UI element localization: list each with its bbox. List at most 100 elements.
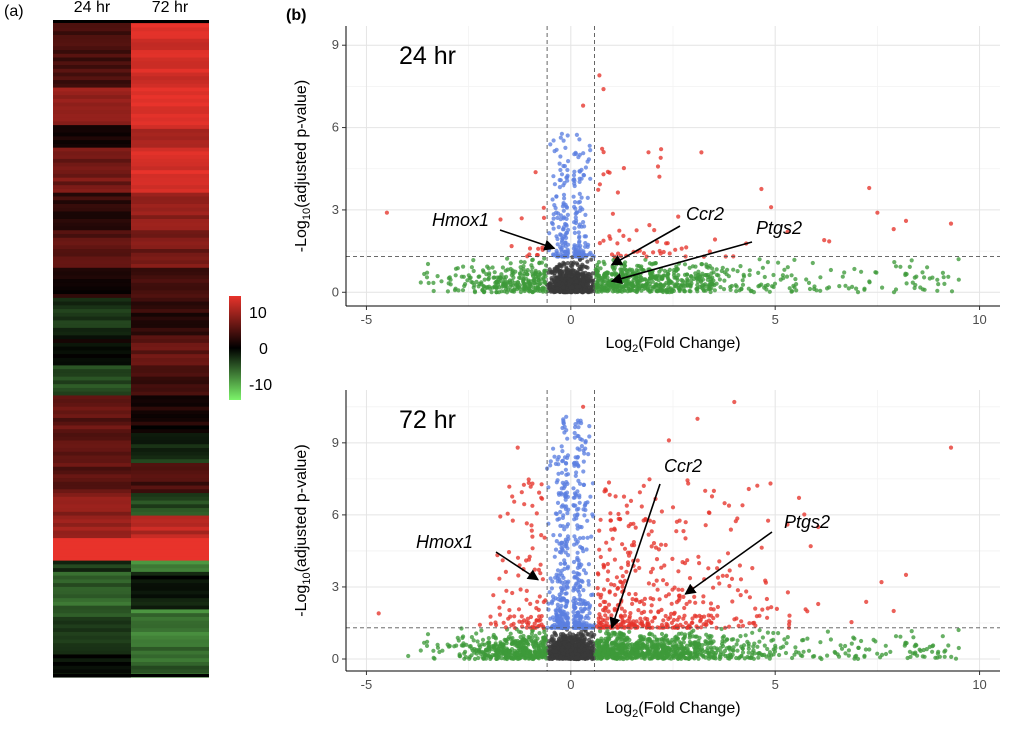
scatter-point	[760, 635, 766, 640]
scatter-point	[537, 631, 542, 636]
scatter-point	[585, 259, 590, 264]
scatter-point	[669, 656, 674, 661]
scatter-point	[522, 260, 527, 265]
heatmap-cell	[53, 91, 131, 96]
scatter-point	[577, 257, 583, 262]
heatmap-cell	[53, 530, 131, 535]
heatmap-cell	[131, 624, 209, 629]
scatter-point	[583, 241, 588, 246]
scatter-point	[946, 274, 951, 279]
scatter-point	[564, 230, 570, 235]
scatter-point	[576, 230, 581, 235]
scatter-point	[936, 282, 941, 287]
scatter-point	[920, 287, 925, 292]
scatter-point	[558, 154, 563, 159]
scatter-point	[891, 227, 896, 232]
scatter-point	[455, 266, 460, 271]
scatter-point	[575, 539, 580, 544]
scatter-point	[806, 280, 812, 285]
heatmap-cell	[131, 125, 209, 130]
scatter-point	[456, 288, 461, 293]
scatter-point	[578, 615, 584, 620]
heatmap-cell	[53, 61, 131, 66]
heatmap-cell	[131, 279, 209, 284]
scatter-point	[694, 276, 700, 281]
heatmap-cell	[131, 207, 209, 213]
heatmap-cell	[131, 290, 209, 295]
scatter-point	[715, 648, 720, 653]
scatter-point	[572, 605, 578, 611]
scatter-point	[573, 492, 578, 497]
heatmap-cell	[131, 162, 209, 168]
scatter-point	[562, 164, 568, 169]
scatter-point	[565, 522, 571, 527]
heatmap-cell	[131, 399, 209, 404]
scatter-point	[564, 591, 569, 596]
heatmap-cell	[53, 346, 131, 351]
scatter-point	[562, 269, 567, 274]
heatmap-cell	[53, 440, 131, 445]
scatter-point	[572, 169, 577, 174]
scatter-point	[529, 269, 534, 274]
scatter-point	[605, 281, 611, 286]
scatter-point	[572, 534, 577, 539]
scatter-point	[552, 630, 557, 635]
heatmap-cell	[131, 504, 209, 509]
heatmap-cell	[53, 372, 131, 378]
scatter-point	[536, 654, 541, 659]
scatter-point	[596, 187, 601, 192]
scatter-point	[586, 632, 591, 637]
scatter-point	[586, 452, 591, 457]
heatmap-cell	[131, 252, 209, 258]
scatter-point	[527, 246, 533, 251]
scatter-point	[586, 579, 591, 584]
scatter-point	[599, 277, 605, 282]
x-tick-label: 5	[772, 312, 779, 327]
heatmap-cell	[53, 444, 131, 449]
scatter-point	[714, 272, 720, 277]
scatter-point	[509, 272, 514, 278]
scatter-point	[704, 639, 709, 644]
scatter-point	[862, 287, 867, 292]
scatter-point	[586, 582, 591, 587]
heatmap-cell	[53, 102, 131, 107]
heatmap-cell	[53, 575, 131, 580]
scatter-point	[494, 647, 499, 652]
scatter-point	[551, 226, 556, 231]
scatter-point	[515, 283, 520, 288]
heatmap-cell	[131, 297, 209, 303]
scatter-point	[765, 630, 771, 635]
heatmap-cell	[53, 95, 131, 100]
scatter-point	[782, 267, 787, 272]
scatter-point	[560, 547, 565, 552]
scatter-point	[661, 651, 666, 656]
scatter-point	[717, 656, 722, 662]
scatter-point	[561, 260, 566, 265]
heatmap-cell	[53, 515, 131, 520]
scatter-point	[541, 205, 546, 210]
colorbar-tick-label-high: 10	[249, 305, 267, 322]
scatter-point	[785, 635, 790, 640]
scatter-point	[714, 267, 719, 272]
scatter-point	[587, 143, 592, 148]
scatter-point	[418, 280, 423, 285]
scatter-point	[482, 277, 487, 282]
scatter-point	[536, 246, 541, 251]
scatter-point	[704, 632, 709, 637]
scatter-point	[825, 629, 831, 634]
scatter-point	[526, 634, 531, 640]
scatter-point	[708, 637, 713, 642]
heatmap-cell	[131, 106, 209, 111]
scatter-point	[589, 279, 594, 284]
heatmap-cell	[131, 170, 209, 175]
scatter-point	[565, 510, 570, 516]
scatter-point	[575, 454, 581, 460]
scatter-point	[575, 433, 580, 438]
scatter-point	[621, 166, 627, 171]
scatter-point	[581, 103, 586, 108]
scatter-point	[680, 278, 685, 283]
scatter-point	[762, 643, 767, 648]
scatter-point	[771, 284, 776, 290]
scatter-point	[594, 643, 599, 648]
heatmap-cell	[53, 432, 131, 438]
